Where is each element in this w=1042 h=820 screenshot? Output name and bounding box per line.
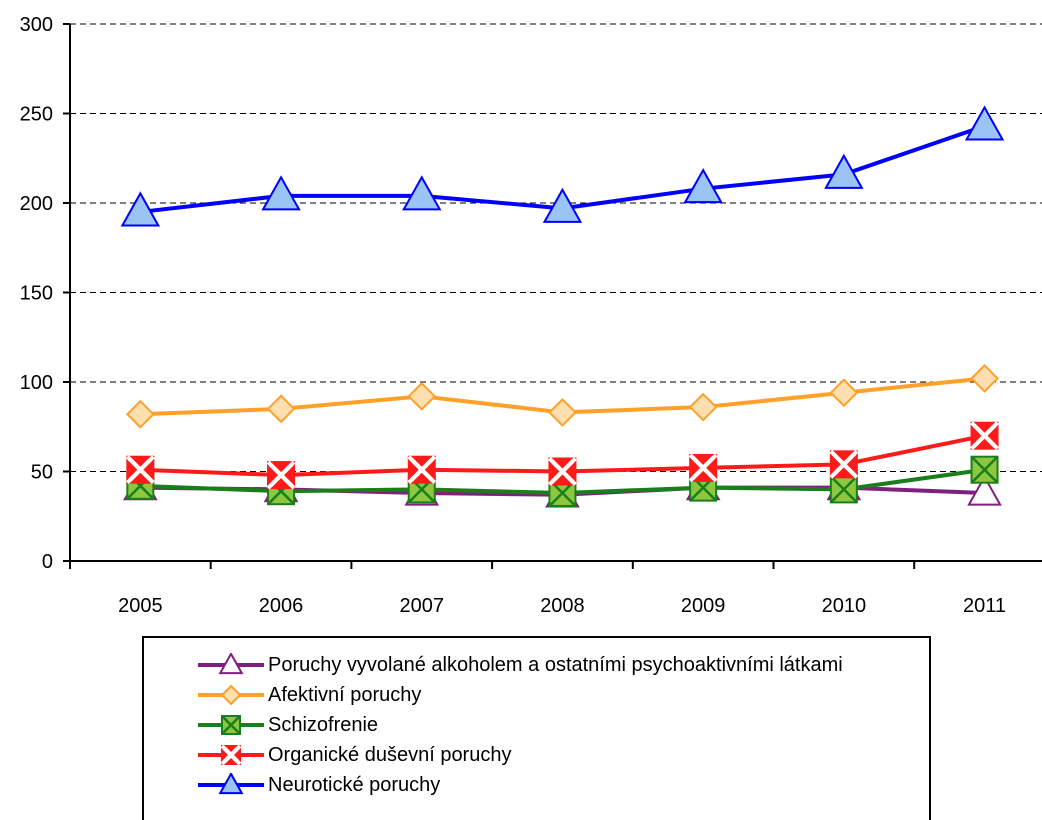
legend-swatch [198,653,264,675]
y-tick-label: 0 [42,551,53,573]
data-point [688,392,718,422]
data-point [548,457,577,486]
y-tick-label: 50 [31,462,53,484]
y-tick-label: 250 [20,104,53,126]
x-tick-label: 2006 [259,595,304,617]
data-point [829,475,858,504]
data-point [221,715,241,735]
data-point [218,773,244,795]
x-tick-label: 2005 [118,595,163,617]
y-tick-label: 200 [20,193,53,215]
legend-swatch [198,715,264,735]
x-tick-label: 2007 [400,595,445,617]
data-point [683,168,723,204]
legend-label: Neurotické poruchy [268,773,441,796]
axes [63,23,1042,569]
x-tick-labels: 2005 2006 2007 2008 2009 2010 2011 [118,595,1006,617]
data-point [970,455,999,484]
data-point [120,191,161,227]
x-tick-label: 2009 [681,595,726,617]
data-point [125,455,155,485]
series-3 [125,421,999,490]
data-point [125,399,155,429]
y-tick-labels: 0 50 100 150 200 250 300 [20,14,53,573]
data-point [688,453,718,483]
data-point [220,744,242,766]
legend-swatch [198,773,264,795]
series-4 [120,105,1005,227]
y-tick-label: 150 [20,283,53,305]
data-point [548,398,577,427]
data-point [829,378,859,408]
y-tick-label: 300 [20,14,53,36]
data-point [266,394,296,424]
data-point [964,105,1005,141]
data-point [266,460,296,490]
y-tick-label: 100 [20,372,53,394]
legend-item: Organické duševní poruchy [196,740,511,770]
grid-lines [70,23,1042,472]
legend-item: Poruchy vyvolané alkoholem a ostatními p… [196,650,843,680]
legend-swatch [198,684,264,706]
data-point [829,449,859,479]
series-1 [125,364,999,429]
x-tick-label: 2010 [822,595,867,617]
legend-label: Schizofrenie [268,713,379,736]
legend-swatch [198,744,264,766]
data-point [220,684,242,706]
chart-legend: Poruchy vyvolané alkoholem a ostatními p… [142,636,931,820]
data-point [402,175,442,211]
data-point [218,653,244,675]
legend-item: Afektivní poruchy [196,680,421,710]
series-2 [126,455,999,507]
legend-label: Poruchy vyvolané alkoholem a ostatními p… [268,653,843,676]
x-tick-label: 2008 [540,595,585,617]
x-tick-label: 2011 [963,595,1006,617]
data-point [261,175,301,211]
data-point [970,421,999,451]
legend-item: Neurotické poruchy [196,770,440,800]
legend-item: Schizofrenie [196,710,378,740]
legend-label: Afektivní poruchy [268,683,422,706]
data-point [407,455,437,485]
data-point [407,381,437,411]
data-point [967,474,1002,506]
data-point [542,187,583,223]
series-group [120,105,1005,508]
data-point [970,364,999,393]
data-point [824,153,864,189]
legend-label: Organické duševní poruchy [268,743,512,766]
